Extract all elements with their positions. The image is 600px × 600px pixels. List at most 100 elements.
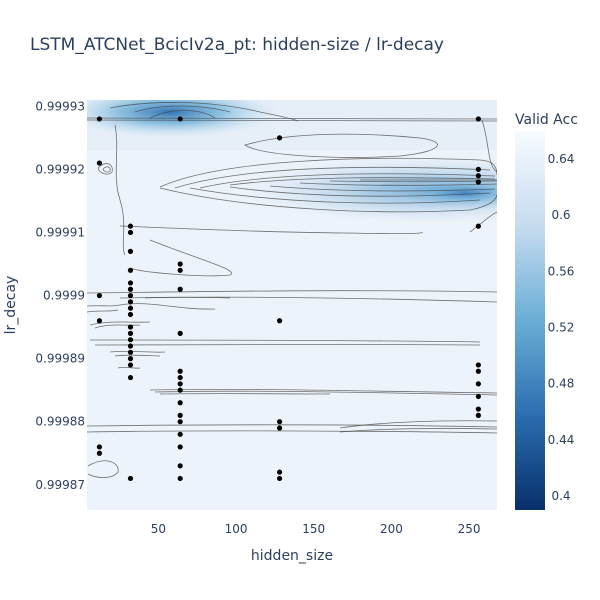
x-tick-label: 250 [458,522,481,536]
trial-point [127,267,134,273]
chart-title: LSTM_ATCNet_BcicIv2a_pt: hidden-size / l… [30,35,444,55]
y-axis-title: lr_decay [3,276,19,335]
x-tick-label: 50 [151,522,166,536]
trial-point [475,406,481,412]
y-tick-label: 0.99993 [35,99,85,113]
contour-line [87,460,119,478]
contour-line [159,157,497,188]
trial-point [276,475,283,482]
trial-point [177,400,183,406]
trial-point [475,381,481,387]
contour-line [119,225,423,235]
trial-point [276,135,283,141]
contour-line [87,309,119,313]
trial-point [127,311,134,318]
trial-point [177,374,183,381]
trial-point [475,362,481,368]
contour-line [109,102,298,122]
colorbar-tick-label: 0.44 [548,433,575,447]
trial-point [177,368,183,374]
y-axis-ticks: 0.99987 0.99988 0.99989 0.9999 0.99991 0.9999… [35,99,85,491]
trial-point [276,318,283,324]
trial-point [96,444,103,450]
x-tick-label: 100 [225,522,248,536]
contour-line [114,124,126,256]
contour-line [199,173,496,189]
y-tick-label: 0.99987 [35,478,85,492]
contour-line [481,119,497,173]
trial-point [127,280,134,286]
contour-line [129,239,232,277]
trial-point [177,475,183,482]
contour-line [149,388,497,394]
x-axis-title: hidden_size [251,548,333,564]
trial-point [177,261,183,267]
contour-line [189,187,481,204]
x-tick-label: 200 [380,522,403,536]
trial-point [127,305,134,311]
colorbar-tick-label: 0.6 [551,208,570,222]
contour-line [159,187,497,213]
trial-point [127,356,134,362]
trial-point [177,431,183,437]
contour-line [269,185,496,192]
contour-line [244,133,438,158]
plot-area [87,100,497,510]
contour-line [94,343,481,346]
trial-point [96,292,103,299]
trial-point [177,412,183,418]
points-layer [96,116,481,482]
trial-point [127,229,134,236]
trial-point [475,368,481,374]
trial-point [475,223,481,229]
contour-line [87,430,497,434]
trial-point [127,343,134,349]
x-axis-ticks: 50 100 150 200 250 [151,522,481,536]
y-tick-label: 0.99991 [35,225,85,239]
colorbar-title: Valid Acc [515,112,578,128]
contour-line [469,211,497,233]
contour-line [109,350,166,353]
contour-line [174,166,491,189]
trial-point [177,330,183,336]
contour-line [229,177,496,186]
trial-point [475,179,481,185]
trial-point [475,393,481,400]
trial-point [475,116,481,122]
contour-line [87,290,497,294]
contour-region-top [87,100,280,138]
trial-point [177,267,183,273]
trial-point [475,173,481,179]
contour-line [89,339,481,343]
trial-point [127,337,134,343]
contour-line [339,420,497,429]
contour-line [87,303,216,310]
trial-point [127,349,134,355]
trial-point [127,292,134,299]
trial-point [127,248,134,254]
contour-line [94,324,141,329]
contour-line [87,119,497,122]
contour-line [154,390,497,396]
contour-line [299,182,497,186]
trial-point [177,444,183,450]
colorbar: Valid Acc 0.4 0.44 0.48 0.52 0.56 0.6 0.64 [515,112,578,510]
colorbar-gradient [515,131,545,510]
trial-point [96,160,103,166]
trial-point [96,116,103,122]
contour-line [97,163,113,175]
trial-point [177,387,183,393]
contour-lines [87,102,497,478]
y-tick-label: 0.99992 [35,162,85,176]
contour-line [87,117,497,120]
trial-point [127,475,134,482]
y-tick-label: 0.99989 [35,352,85,366]
trial-point [177,381,183,387]
trial-point [127,286,134,292]
trial-point [127,330,134,336]
colorbar-tick-label: 0.4 [551,489,570,503]
trial-point [127,299,134,305]
colorbar-tick-label: 0.48 [548,377,575,391]
trial-point [127,362,134,368]
